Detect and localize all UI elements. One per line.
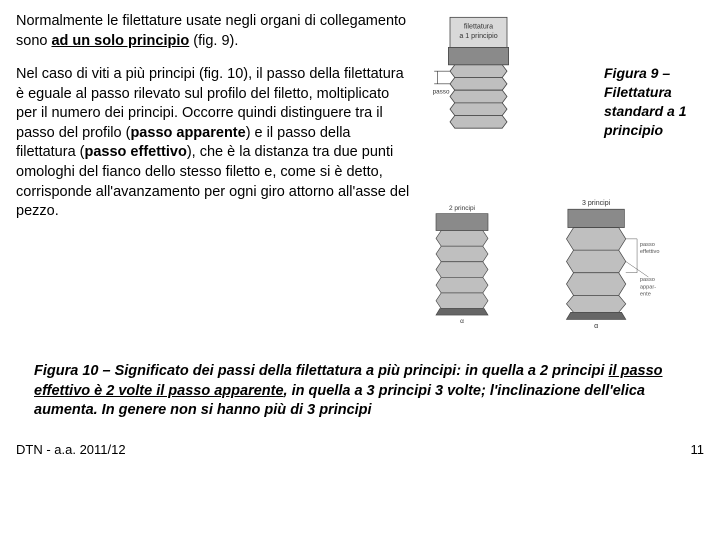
paragraph-2: Nel caso di viti a più principi (fig. 10… bbox=[16, 65, 411, 222]
svg-text:a 1 principio: a 1 principio bbox=[459, 32, 497, 40]
figure-10-caption: Figura 10 – Significato dei passi della … bbox=[16, 362, 704, 421]
bolt-2-start: 2 principi α bbox=[423, 190, 498, 340]
p2-text-d: passo effettivo bbox=[85, 144, 187, 160]
svg-text:α: α bbox=[594, 323, 598, 330]
svg-text:appar-: appar- bbox=[640, 284, 656, 290]
bolt-drawings: filettatura a 1 principio p bbox=[421, 12, 704, 340]
figure-9-caption: Figura 9 – Filettatura standard a 1 prin… bbox=[604, 64, 704, 140]
svg-text:passo: passo bbox=[640, 277, 655, 283]
cap10-a: Figura 10 – Significato dei passi della … bbox=[34, 363, 609, 379]
svg-text:ente: ente bbox=[640, 291, 651, 297]
p1-text-b: ad un solo principio bbox=[51, 33, 189, 49]
figure-9-bolt: filettatura a 1 principio p bbox=[431, 12, 526, 162]
footer: DTN - a.a. 2011/12 11 bbox=[16, 441, 704, 459]
page-number: 11 bbox=[691, 441, 705, 459]
p2-text-b: passo apparente bbox=[130, 125, 245, 141]
svg-text:3 principi: 3 principi bbox=[582, 200, 611, 207]
figure-column: Figura 9 – Filettatura standard a 1 prin… bbox=[421, 12, 704, 340]
footer-left: DTN - a.a. 2011/12 bbox=[16, 441, 126, 459]
paragraph-1: Normalmente le filettature usate negli o… bbox=[16, 12, 411, 51]
svg-text:2 principi: 2 principi bbox=[449, 205, 475, 212]
svg-text:α: α bbox=[460, 318, 464, 325]
figure-10-bolts: 2 principi α bbox=[423, 190, 633, 340]
text-column: Normalmente le filettature usate negli o… bbox=[16, 12, 411, 340]
svg-text:effettivo: effettivo bbox=[640, 249, 660, 255]
fig9-label: filettatura bbox=[464, 22, 493, 30]
svg-text:passo: passo bbox=[433, 88, 450, 95]
svg-text:passo: passo bbox=[640, 242, 655, 248]
p1-text-c: (fig. 9). bbox=[189, 33, 238, 49]
bolt-3-start: 3 principi α bbox=[558, 190, 633, 340]
